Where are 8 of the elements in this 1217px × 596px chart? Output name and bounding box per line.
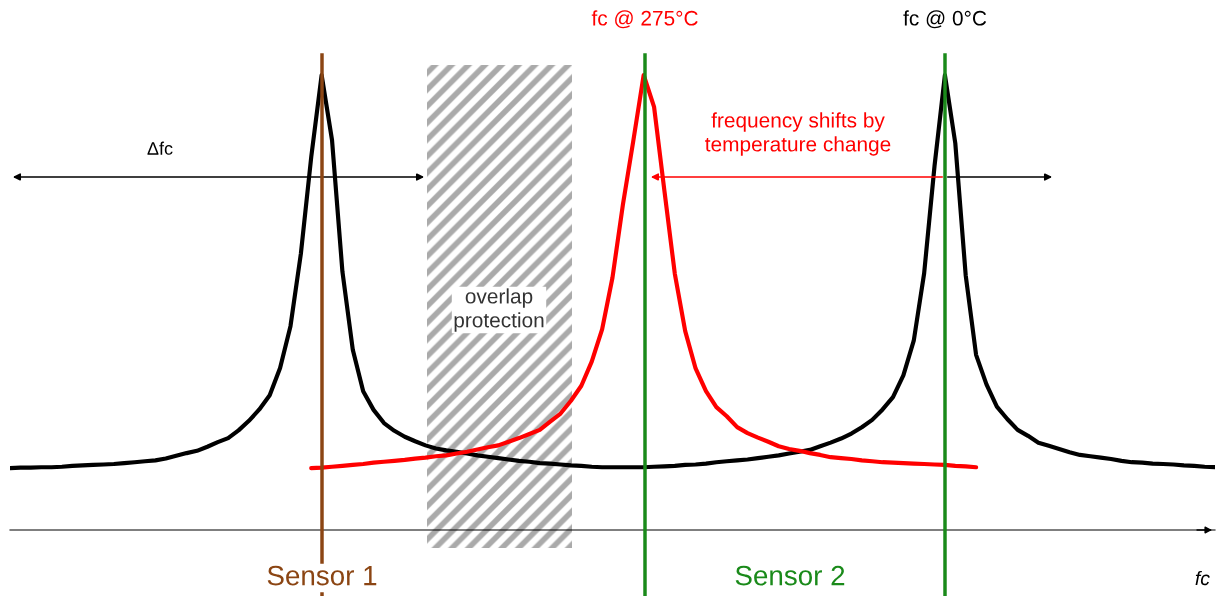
text: fc @ 275°C: [591, 10, 698, 29]
annotation: overlap protection: [454, 288, 544, 332]
annotation: Δfc: [147, 141, 173, 155]
x-axis-title: fc: [1195, 570, 1210, 586]
text: fc @ 0°C: [903, 10, 987, 29]
text: Sensor 2: [735, 565, 845, 586]
annotation: frequency shifts by temperature change: [705, 112, 891, 156]
text: Sensor 1: [267, 565, 377, 586]
